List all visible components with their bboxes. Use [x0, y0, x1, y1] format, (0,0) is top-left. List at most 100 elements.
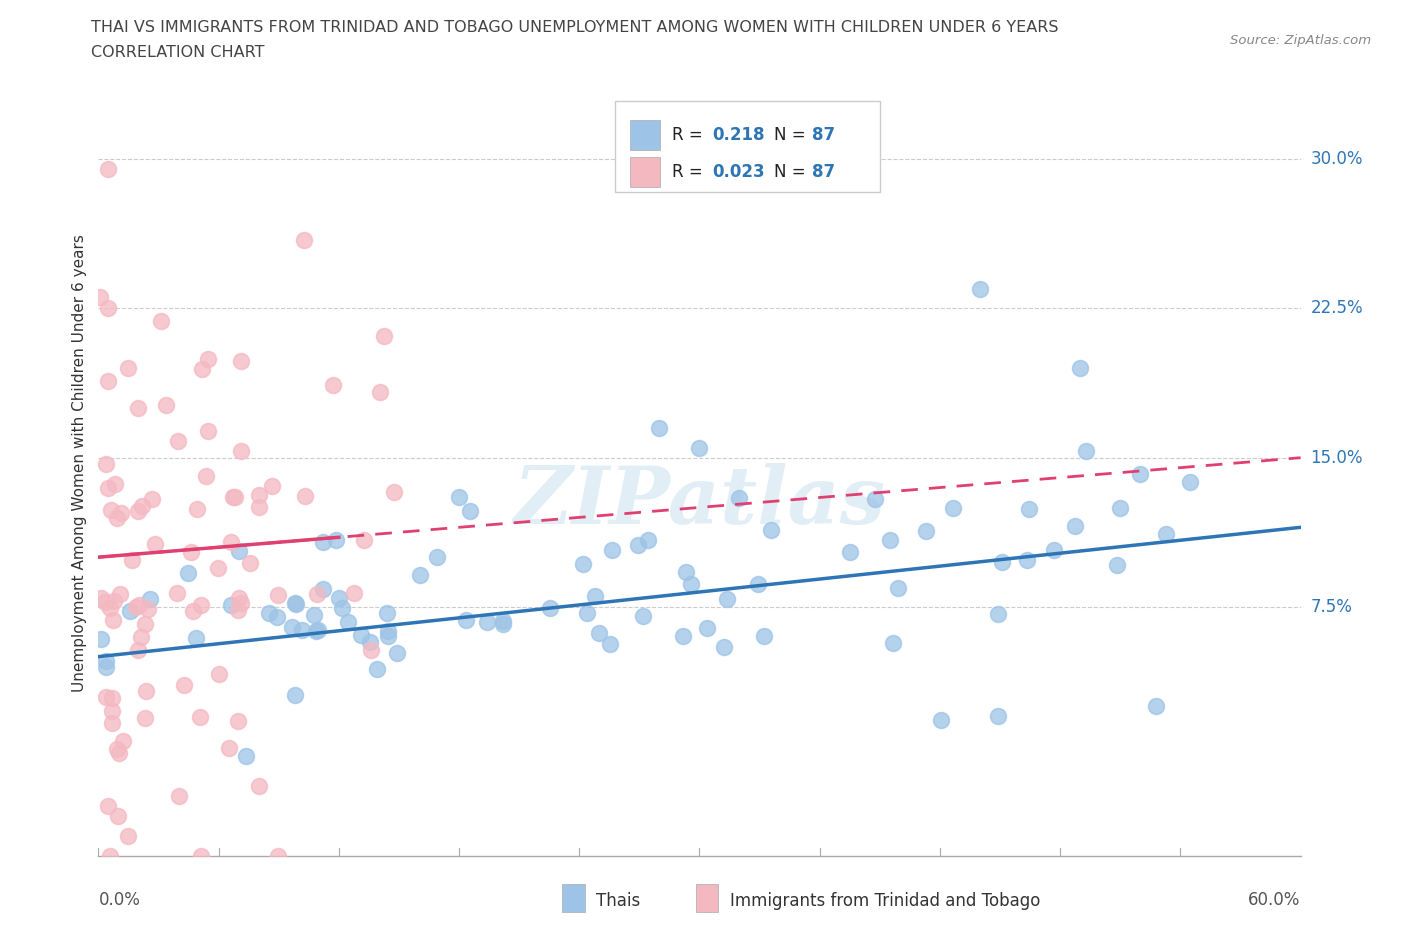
Point — [96, 654, 118, 669]
Point — [141, 492, 163, 507]
Point — [759, 522, 782, 537]
Point — [235, 749, 257, 764]
Point — [94, 457, 117, 472]
Point — [127, 503, 149, 518]
Point — [377, 624, 399, 639]
Point — [475, 615, 498, 630]
Point — [229, 353, 252, 368]
Point — [359, 635, 381, 650]
Point — [94, 660, 117, 675]
Text: 7.5%: 7.5% — [1310, 598, 1353, 616]
Point — [104, 477, 127, 492]
Point — [97, 301, 120, 316]
Text: 22.5%: 22.5% — [1310, 299, 1364, 317]
Point — [942, 500, 965, 515]
Point — [149, 314, 172, 329]
Text: ZIPatlas: ZIPatlas — [513, 463, 886, 540]
Point — [1178, 474, 1201, 489]
Point — [112, 734, 135, 749]
Point — [637, 532, 659, 547]
Point — [266, 848, 288, 863]
Point — [186, 501, 208, 516]
Point — [377, 629, 399, 644]
Point — [599, 637, 621, 652]
Point — [139, 591, 162, 606]
Point — [218, 740, 240, 755]
Point — [969, 281, 991, 296]
Point — [284, 596, 307, 611]
Point — [89, 289, 111, 304]
Text: 15.0%: 15.0% — [1310, 448, 1362, 467]
Point — [675, 565, 697, 580]
Point — [231, 444, 253, 458]
Point — [267, 588, 290, 603]
Point — [284, 596, 307, 611]
Point — [247, 778, 270, 793]
Point — [631, 608, 654, 623]
Point — [228, 544, 250, 559]
Point — [98, 600, 121, 615]
Point — [194, 469, 217, 484]
Point — [382, 485, 405, 499]
Point — [197, 352, 219, 366]
Point — [110, 505, 132, 520]
Point — [987, 709, 1010, 724]
Point — [575, 605, 598, 620]
Point — [305, 624, 328, 639]
Point — [322, 378, 344, 392]
Text: 0.218: 0.218 — [713, 126, 765, 144]
Text: N =: N = — [775, 126, 811, 144]
Point — [247, 488, 270, 503]
Point — [887, 580, 910, 595]
Point — [97, 374, 120, 389]
Point — [337, 615, 360, 630]
Point — [134, 711, 156, 725]
Point — [375, 605, 398, 620]
Point — [180, 545, 202, 560]
Point — [538, 601, 561, 616]
Point — [1064, 519, 1087, 534]
Point — [1017, 553, 1039, 568]
Text: 30.0%: 30.0% — [1310, 151, 1362, 168]
Point — [186, 631, 208, 645]
Text: 87: 87 — [813, 126, 835, 144]
Point — [349, 628, 371, 643]
Text: 0.023: 0.023 — [713, 163, 765, 181]
Text: 0.0%: 0.0% — [98, 892, 141, 910]
Point — [166, 433, 188, 448]
Point — [105, 741, 128, 756]
Point — [1109, 500, 1132, 515]
Point — [716, 591, 738, 606]
Point — [648, 420, 671, 435]
Point — [990, 555, 1012, 570]
Point — [1018, 501, 1040, 516]
Point — [325, 532, 347, 547]
Point — [882, 635, 904, 650]
Text: CORRELATION CHART: CORRELATION CHART — [91, 45, 264, 60]
Y-axis label: Unemployment Among Women with Children Under 6 years: Unemployment Among Women with Children U… — [72, 233, 87, 692]
Point — [90, 591, 112, 606]
Point — [100, 502, 122, 517]
Point — [409, 568, 432, 583]
Point — [98, 848, 121, 863]
Point — [190, 597, 212, 612]
Point — [97, 480, 120, 495]
Point — [627, 538, 650, 552]
Point — [343, 586, 366, 601]
Point — [360, 643, 382, 658]
Point — [131, 498, 153, 513]
Point — [125, 600, 148, 615]
Point — [458, 503, 481, 518]
Point — [312, 581, 335, 596]
Point — [166, 585, 188, 600]
Point — [103, 593, 125, 608]
Point — [247, 500, 270, 515]
Point — [101, 690, 124, 705]
Point — [292, 232, 315, 247]
Point — [839, 545, 862, 560]
Point — [219, 598, 242, 613]
Point — [588, 625, 610, 640]
Bar — [616, 101, 880, 192]
Point — [207, 561, 229, 576]
Point — [108, 746, 131, 761]
